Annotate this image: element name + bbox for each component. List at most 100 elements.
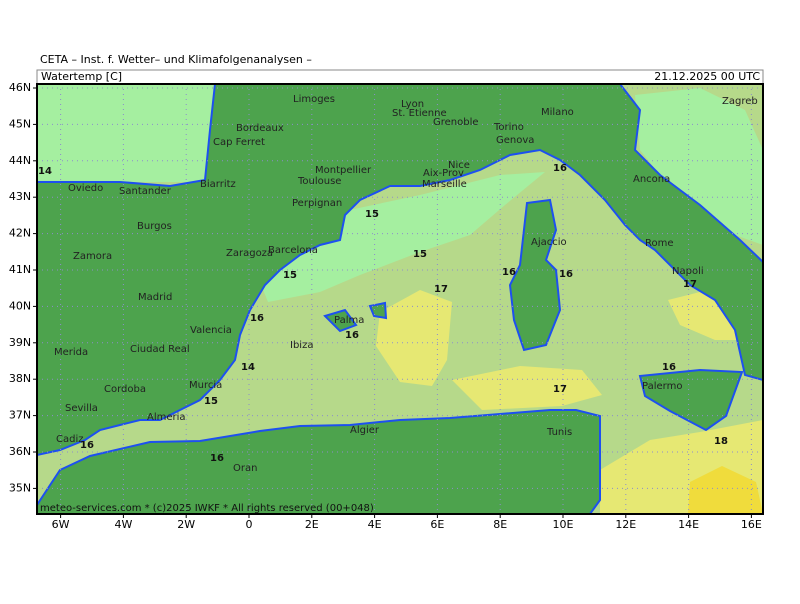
place-label: Merida [54,347,88,358]
place-label: St. Etienne [392,108,447,119]
lat-tick-label: 35N [9,481,31,494]
lat-tick-label: 38N [9,372,31,385]
lat-tick-label: 36N [9,445,31,458]
place-label: Toulouse [297,176,341,187]
lon-tick-label: 4W [114,518,132,531]
lat-tick-label: 40N [9,299,31,312]
contour-label: 18 [714,436,728,447]
lon-tick-label: 6W [52,518,70,531]
place-label: Rome [645,238,674,249]
place-label: Palermo [642,381,682,392]
place-label: Napoli [672,266,704,277]
contour-label: 17 [434,284,448,295]
place-label: Zaragoza [226,248,273,259]
place-label: Lyon [401,99,424,110]
place-label: Nice [448,160,470,171]
lon-tick-label: 2E [305,518,319,531]
contour-label: 17 [683,279,697,290]
place-label: Tunis [546,427,572,438]
place-label: Ajaccio [531,237,567,248]
place-label: Ciudad Real [130,344,190,355]
lon-tick-label: 0 [246,518,253,531]
place-label: Genova [496,135,534,146]
place-label: Oran [233,463,257,474]
place-label: Burgos [137,221,172,232]
place-label: Algier [350,425,380,436]
place-label: Aix-Prov [423,168,464,179]
place-label: Cadiz [56,434,84,445]
lon-tick-label: 4E [368,518,382,531]
map-area: Limoges Lyon Milano Zagreb Bordeaux St. … [37,84,763,514]
place-label: Murcia [189,380,222,391]
contour-label: 16 [662,362,676,373]
lon-tick-label: 6E [430,518,444,531]
contour-label: 14 [38,166,52,177]
place-label: Cap Ferret [213,137,265,148]
place-label: Limoges [293,94,335,105]
contour-label: 15 [204,396,218,407]
contour-label: 17 [553,384,567,395]
place-label: Madrid [138,292,172,303]
land-mallorca [323,308,358,333]
date: 21.12.2025 00 UTC [654,70,760,83]
land-corsica-sardinia [508,198,562,352]
copyright: meteo-services.com * (c)2025 IWKF * All … [40,503,374,514]
place-label: Ibiza [290,340,313,351]
contour-label: 15 [365,209,379,220]
sea-zone-warm [376,290,452,386]
lat-tick-label: 41N [9,263,31,276]
map-frame [36,83,764,515]
sea-zone-hot [688,466,763,514]
sea-zone-cool [260,172,545,302]
place-label: Barcelona [268,245,318,256]
lat-tick-label: 42N [9,227,31,240]
header: CETA – Inst. f. Wetter– und Klimafolgena… [40,53,312,66]
contour-label: 16 [210,453,224,464]
lat-tick-label: 43N [9,190,31,203]
land-sicily [638,368,744,432]
contour-label: 16 [80,440,94,451]
place-label: Torino [493,122,524,133]
place-label: Almeria [147,412,186,423]
contour-label: 16 [250,313,264,324]
place-label: Perpignan [292,198,342,209]
lat-tick-label: 44N [9,154,31,167]
lon-tick-label: 12E [615,518,636,531]
title: Watertemp [C] [41,70,122,83]
lon-tick-label: 16E [741,518,762,531]
place-label: Bordeaux [236,123,284,134]
place-labels: Limoges Lyon Milano Zagreb Bordeaux St. … [54,94,758,474]
lat-tick-label: 39N [9,336,31,349]
sea-zone-cool [37,84,215,182]
contour-label: 16 [553,163,567,174]
lon-tick-label: 2W [177,518,195,531]
place-label: Valencia [190,325,232,336]
sea-zone-cool [635,88,763,245]
place-label: Grenoble [433,117,479,128]
grid [37,84,763,514]
contour-label: 15 [283,270,297,281]
place-label: Zagreb [722,96,758,107]
contour-label: 16 [345,330,359,341]
lon-tick-label: 14E [678,518,699,531]
lat-tick-label: 45N [9,117,31,130]
place-label: Ancona [633,174,670,185]
sea-zone-warm [452,366,602,410]
contour-labels: 14 15 15 15 16 16 16 16 16 17 17 14 15 1… [38,163,728,464]
contour-label: 14 [241,362,255,373]
lon-tick-label: 8E [493,518,507,531]
land-europe [37,84,763,457]
contour-label: 15 [413,249,427,260]
place-label: Zamora [73,251,112,262]
place-label: Palma [334,315,364,326]
contour-label: 16 [502,267,516,278]
place-label: Santander [119,186,172,197]
lat-tick-label: 37N [9,409,31,422]
place-label: Milano [541,107,574,118]
lat-tick-label: 46N [9,81,31,94]
place-label: Cordoba [104,384,146,395]
place-label: Montpellier [315,165,372,176]
lon-tick-label: 10E [553,518,574,531]
place-label: Biarritz [200,179,236,190]
